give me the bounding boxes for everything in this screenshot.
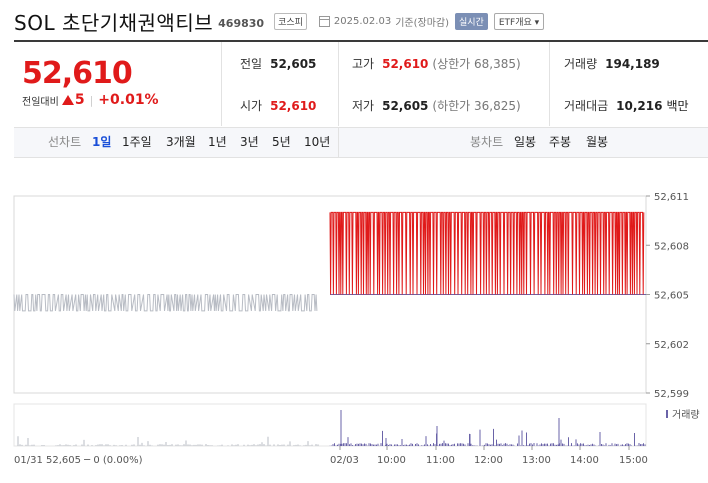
x-tick-label: 11:00: [426, 455, 455, 466]
stat-value: 52,605: [270, 57, 317, 71]
tab-divider: [338, 128, 339, 157]
price-box: 52,610 전일대비 5 | +0.01%: [14, 42, 222, 126]
stats-divider: [549, 42, 550, 126]
stat-sub: (하한가 36,825): [432, 99, 521, 113]
line-chart-label: 선차트: [48, 135, 82, 149]
tab-1w[interactable]: 1주일: [122, 135, 152, 149]
x-tick-label: 14:00: [570, 455, 599, 466]
market-badge: 코스피: [274, 12, 307, 30]
volume-bars: [17, 410, 646, 446]
stat-value: 52,605: [382, 99, 429, 113]
tab-3m[interactable]: 3개월: [166, 135, 196, 149]
x-tick-label: 12:00: [474, 455, 503, 466]
tab-3y[interactable]: 3년: [240, 135, 259, 149]
footer-date: 01/31: [14, 455, 43, 466]
change-label: 전일대비: [22, 96, 59, 108]
price-change: 전일대비 5 | +0.01%: [22, 92, 159, 108]
tab-1d[interactable]: 1일: [92, 135, 112, 149]
tab-daily-candle[interactable]: 일봉: [514, 135, 537, 149]
y-tick-label: 52,602: [654, 340, 689, 351]
etf-overview-dropdown[interactable]: ETF개요 ▾: [493, 12, 545, 30]
volume-legend: 거래량: [666, 409, 700, 421]
y-axis: 52,611 52,608 52,605 52,602 52,599: [646, 192, 689, 400]
intraday-chart[interactable]: 52,611 52,608 52,605 52,602 52,599 02/03 10:0…: [0, 160, 708, 483]
today-series: [329, 211, 646, 295]
stat-value: 52,610: [382, 57, 429, 71]
x-tick-label: 10:00: [377, 455, 406, 466]
stock-code: 469830: [218, 16, 265, 30]
y-tick-label: 52,611: [654, 192, 689, 203]
stat-label: 전일: [240, 57, 263, 71]
candle-chart-label: 봉차트: [470, 135, 504, 149]
stats-divider: [338, 42, 339, 126]
y-tick-label: 52,605: [654, 291, 689, 302]
header-divider: [14, 40, 708, 42]
stat-value: 52,610: [270, 99, 317, 113]
stat-label: 거래량: [564, 57, 598, 71]
stat-label: 거래대금: [564, 99, 609, 113]
change-value: 5: [74, 92, 85, 108]
prev-day-series: [13, 294, 318, 312]
stat-value: 10,216: [616, 99, 663, 113]
stat-sub: (상한가 68,385): [432, 57, 521, 71]
up-triangle-icon: [61, 95, 74, 105]
realtime-button[interactable]: 실시간: [455, 12, 488, 30]
tab-weekly-candle[interactable]: 주봉: [549, 135, 572, 149]
quote-date: 2025.02.03: [333, 15, 392, 27]
stat-low: 저가 52,605 (하한가 36,825): [352, 97, 521, 114]
stat-label: 고가: [352, 57, 375, 71]
chart-tab-bar: 선차트 1일 1주일 3개월 1년 3년 5년 10년 봉차트 일봉 주봉 월봉: [14, 127, 708, 158]
change-separator: |: [89, 93, 94, 107]
quote-basis: 기준(장마감): [395, 17, 449, 29]
y-tick-label: 52,599: [654, 389, 689, 400]
change-percent: +0.01%: [98, 92, 159, 108]
calendar-icon: [318, 15, 330, 27]
stat-label: 시가: [240, 99, 263, 113]
stock-name: SOL 초단기채권액티브: [14, 10, 214, 35]
chart-footer: 01/31 52,605 ─ 0 (0.00%): [14, 455, 143, 466]
y-tick-label: 52,608: [654, 241, 689, 252]
footer-value: 52,605 ─ 0 (0.00%): [46, 455, 143, 466]
volume-frame: [13, 403, 647, 447]
stat-volume: 거래량 194,189: [564, 55, 660, 72]
x-axis: 02/03 10:00 11:00 12:00 13:00 14:00 15:00: [330, 446, 648, 466]
x-tick-label: 13:00: [522, 455, 551, 466]
today-line: [329, 211, 645, 295]
x-tick-label: 02/03: [330, 455, 359, 466]
stat-prev-close: 전일 52,605: [240, 55, 316, 72]
stat-unit: 백만: [666, 99, 689, 113]
stat-value: 194,189: [605, 57, 660, 71]
stat-label: 저가: [352, 99, 375, 113]
stock-header: SOL 초단기채권액티브 469830 코스피 2025.02.03 기준(장마…: [14, 6, 545, 36]
tab-monthly-candle[interactable]: 월봉: [586, 135, 609, 149]
volume-legend-label: 거래량: [672, 409, 700, 421]
tab-1y[interactable]: 1년: [208, 135, 227, 149]
stat-amount: 거래대금 10,216 백만: [564, 97, 689, 114]
tab-5y[interactable]: 5년: [272, 135, 291, 149]
stat-high: 고가 52,610 (상한가 68,385): [352, 55, 521, 72]
tab-10y[interactable]: 10년: [304, 135, 331, 149]
volume-legend-swatch: [666, 410, 668, 418]
x-tick-label: 15:00: [619, 455, 648, 466]
prev-day-line: [13, 294, 318, 312]
current-price: 52,610: [22, 56, 133, 91]
stat-open: 시가 52,610: [240, 97, 316, 114]
